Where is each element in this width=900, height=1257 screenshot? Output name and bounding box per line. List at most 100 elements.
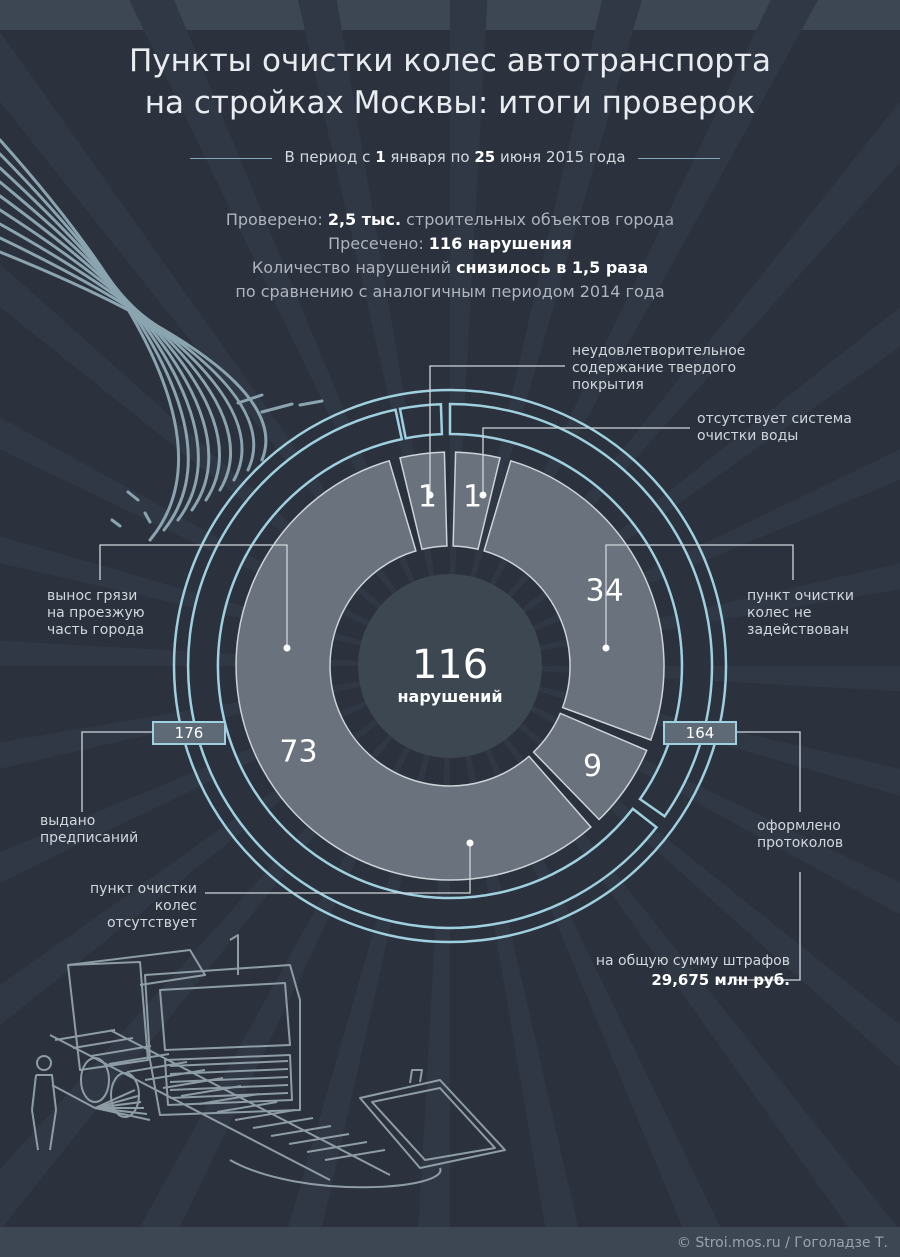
donut-chart: 1134973116нарушений — [172, 388, 728, 944]
leader-line — [99, 544, 288, 648]
donut-slice — [452, 451, 501, 551]
protokolov-label: оформлено протоколов — [757, 818, 844, 851]
spray-line — [0, 180, 211, 512]
hose-spray — [94, 1095, 139, 1109]
truck-wheel — [110, 1072, 140, 1118]
annotation-zadeystvovan: пункт очистки колес не задействован — [747, 588, 854, 638]
annotation-gryaz: вынос грязи на проезжую часть города — [47, 588, 145, 638]
grille-bar — [169, 1092, 289, 1099]
donut-slice — [235, 459, 592, 881]
donut-slice — [399, 451, 448, 551]
spray-line — [0, 152, 190, 532]
dump-body-top — [67, 949, 206, 986]
truck-windshield — [159, 982, 291, 1051]
credit: © Stroi.mos.ru / Гоголадзе Т. — [676, 1235, 888, 1251]
leader-line — [735, 731, 801, 812]
period-divider-left — [190, 158, 272, 159]
spray-droplet — [260, 402, 294, 414]
period-text: В период с 1 января по 25 июня 2015 года — [284, 148, 626, 166]
truck-illustration — [31, 934, 506, 1189]
truck-cab — [144, 964, 301, 1116]
title-line-1: Пункты очистки колес автотранспорта — [128, 43, 772, 79]
track-rung — [198, 1093, 260, 1105]
slice-value-label: 34 — [586, 573, 624, 608]
track-rung — [126, 1061, 188, 1073]
leader-lines — [81, 365, 801, 981]
leader-line — [735, 872, 801, 981]
annotation-voda: отсутствует система очистки воды — [697, 411, 852, 444]
annotation-otsutstvuet: пункт очистки колес отсутствует — [90, 881, 197, 931]
title-line-2: на стройках Москвы: итоги проверок — [144, 85, 756, 121]
grille-bar — [169, 1060, 289, 1067]
slice-value-label: 73 — [279, 734, 317, 769]
spray-droplet — [298, 399, 324, 407]
summary-stopped: Пресечено: 116 нарушения — [328, 234, 572, 253]
grille-bar — [169, 1084, 289, 1091]
background-ray — [0, 640, 450, 666]
background-ray — [0, 666, 450, 883]
track-rung — [144, 1069, 206, 1081]
background-ray — [450, 101, 900, 666]
donut-total: 116 — [412, 642, 488, 688]
ring-band-segment — [448, 402, 714, 819]
predpisaniy-label: выдано предписаний — [40, 813, 139, 846]
bottom-band — [0, 1227, 900, 1257]
ring-band-segment — [398, 402, 444, 440]
pit-hose — [229, 1159, 442, 1189]
ring-band-segment — [186, 408, 659, 930]
leader-dot — [283, 644, 291, 652]
leader-dot — [602, 644, 610, 652]
track-rung — [54, 1029, 116, 1041]
background-ray — [450, 666, 585, 1257]
donut-slice — [483, 459, 665, 741]
track-rung — [90, 1045, 152, 1057]
donut-center — [358, 574, 542, 758]
spray-droplet — [236, 393, 264, 405]
spray-line — [0, 194, 221, 502]
spray-line — [0, 236, 256, 472]
spray-line — [0, 250, 268, 462]
donut-total-label: нарушений — [397, 687, 502, 706]
grille-bar — [169, 1076, 289, 1083]
spray-line — [0, 222, 244, 482]
summary-compare: по сравнению с аналогичным периодом 2014… — [235, 282, 665, 301]
pit-valve — [409, 1069, 423, 1084]
outer-ring — [172, 388, 728, 944]
leader-dot — [479, 491, 487, 499]
worker-head — [36, 1055, 52, 1071]
track-rung — [270, 1125, 332, 1137]
track-rung — [252, 1117, 314, 1129]
track-rung — [324, 1149, 386, 1161]
background-ray — [0, 666, 450, 769]
leader-line — [482, 427, 690, 495]
fines-block: на общую сумму штрафов 29,675 млн руб. — [520, 953, 790, 989]
exhaust-pipe — [229, 934, 239, 975]
background-ray — [450, 666, 735, 1257]
track-rung — [234, 1109, 296, 1121]
grille-bar — [169, 1068, 289, 1075]
page-title: Пункты очистки колес автотранспорта на с… — [0, 40, 900, 124]
background-ray — [450, 307, 900, 666]
spray-line — [0, 138, 180, 542]
truck-grille — [164, 1054, 293, 1106]
spray-line — [0, 166, 200, 522]
summary-checked: Проверено: 2,5 тыс. строительных объекто… — [225, 210, 675, 229]
leader-dot — [466, 839, 474, 847]
track-rung — [72, 1037, 134, 1049]
truck-wheel — [80, 1057, 110, 1103]
slice-value-label: 1 — [463, 480, 482, 515]
leader-line — [605, 544, 794, 648]
background-ray — [0, 666, 450, 1025]
leader-dot — [426, 491, 434, 499]
protokolov-value-box: 164 — [663, 721, 737, 745]
predpisaniy-value-box: 176 — [152, 721, 226, 745]
spray-line — [0, 208, 233, 492]
spray-droplet — [110, 518, 122, 528]
spray-droplet — [143, 511, 152, 524]
leader-line — [81, 731, 152, 812]
wash-pit — [359, 1079, 506, 1169]
leader-line — [205, 843, 471, 894]
hose-spray — [94, 1107, 151, 1121]
spray-droplet — [126, 490, 140, 502]
